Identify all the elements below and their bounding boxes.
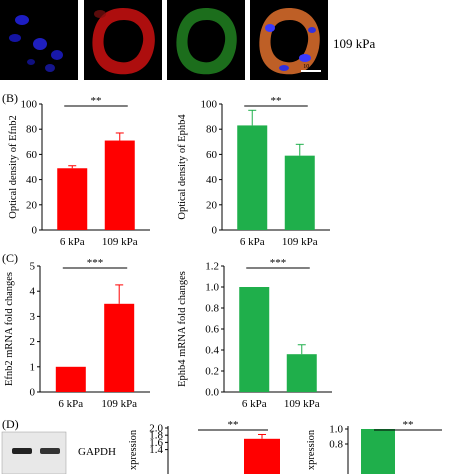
significance-marker: ** — [403, 419, 414, 431]
ephb4-green-tile — [167, 0, 245, 80]
bar-109kpa — [244, 438, 280, 474]
significance-marker: ** — [91, 95, 102, 107]
y-tick-label: 60 — [206, 149, 218, 161]
panel-label-d: (D) — [2, 417, 19, 431]
y-tick-label: 0.4 — [205, 345, 219, 357]
y-tick-label: 20 — [26, 199, 38, 211]
y-tick-label: 1.6 — [149, 437, 163, 449]
y-tick-label: 2 — [30, 336, 36, 348]
bar-6kpa — [239, 287, 270, 392]
efnb2-red-tile — [84, 0, 162, 80]
x-tick-label: 109 kPa — [282, 236, 318, 248]
x-tick-label: 6 kPa — [242, 398, 267, 410]
y-axis-title: Efnb2 mRNA fold changes — [4, 272, 15, 386]
significance-marker: ** — [228, 419, 239, 431]
y-tick-label: 0.2 — [205, 366, 219, 378]
y-tick-label: 20 — [206, 199, 218, 211]
western-blot: GAPDH — [1, 431, 116, 474]
y-tick-label: 0.8 — [329, 439, 343, 451]
y-tick-label: 80 — [26, 124, 38, 136]
significance-marker: *** — [270, 257, 287, 269]
x-tick-label: 109 kPa — [102, 236, 138, 248]
y-tick-label: 2.0 — [149, 423, 163, 435]
y-tick-label: 40 — [26, 174, 38, 186]
blot-band-1 — [12, 448, 32, 454]
bar-109kpa — [284, 155, 315, 230]
y-tick-label: 5 — [30, 261, 36, 273]
y-tick-label: 40 — [206, 174, 218, 186]
y-tick-label: 1.4 — [149, 444, 163, 456]
y-tick-label: 0 — [30, 387, 36, 399]
y-axis-title: Optical density of Efnb2 — [8, 115, 19, 219]
bar-6kpa — [237, 125, 268, 230]
y-tick-label: 60 — [26, 149, 38, 161]
blot-band-2 — [40, 448, 60, 454]
y-tick-label: 4 — [30, 286, 36, 298]
y-tick-label: 100 — [21, 99, 38, 111]
significance-marker: *** — [87, 257, 104, 269]
x-tick-label: 109 kPa — [284, 398, 320, 410]
bar-109kpa — [104, 303, 135, 392]
y-axis-title: Ephb4 mRNA fold changes — [177, 271, 188, 387]
scale-bar-label: 10 µm — [303, 64, 319, 70]
dapi-tile — [0, 0, 78, 80]
merged-tile: 10 µm — [250, 0, 328, 80]
bar-6kpa — [57, 168, 88, 230]
y-tick-label: 80 — [206, 124, 218, 136]
x-tick-label: 6 kPa — [60, 236, 85, 248]
y-tick-label: 1 — [30, 361, 36, 373]
y-tick-label: 1.2 — [205, 261, 219, 273]
y-tick-label: 0.0 — [205, 387, 219, 399]
gapdh-label: GAPDH — [78, 446, 116, 458]
x-tick-label: 6 kPa — [58, 398, 83, 410]
x-tick-label: 6 kPa — [240, 236, 265, 248]
condition-label: 109 kPa — [333, 36, 375, 51]
y-tick-label: 0 — [32, 225, 38, 237]
y-tick-label: 1.0 — [205, 282, 219, 294]
y-tick-label: 3 — [30, 311, 36, 323]
bar-6kpa — [361, 429, 395, 474]
y-tick-label: 0.6 — [205, 324, 219, 336]
microscopy-strip: 10 µm 109 kPa — [0, 0, 375, 80]
y-axis-title: Optical density of Ephb4 — [177, 114, 188, 220]
panel-label-c: (C) — [2, 251, 18, 265]
y-tick-label: 0.8 — [205, 303, 219, 315]
scale-bar — [301, 70, 321, 72]
y-axis-title: xpression — [128, 429, 139, 470]
y-tick-label: 0 — [212, 225, 218, 237]
y-tick-label: 1.8 — [149, 430, 163, 442]
y-tick-label: 1.0 — [329, 424, 343, 436]
significance-marker: ** — [271, 95, 282, 107]
x-tick-label: 109 kPa — [101, 398, 137, 410]
bar-6kpa — [55, 366, 86, 392]
bar-109kpa — [286, 354, 317, 392]
y-tick-label: 100 — [201, 99, 218, 111]
bar-109kpa — [104, 140, 135, 230]
y-axis-title: xpression — [306, 429, 317, 470]
panel-label-b: (B) — [2, 91, 18, 105]
